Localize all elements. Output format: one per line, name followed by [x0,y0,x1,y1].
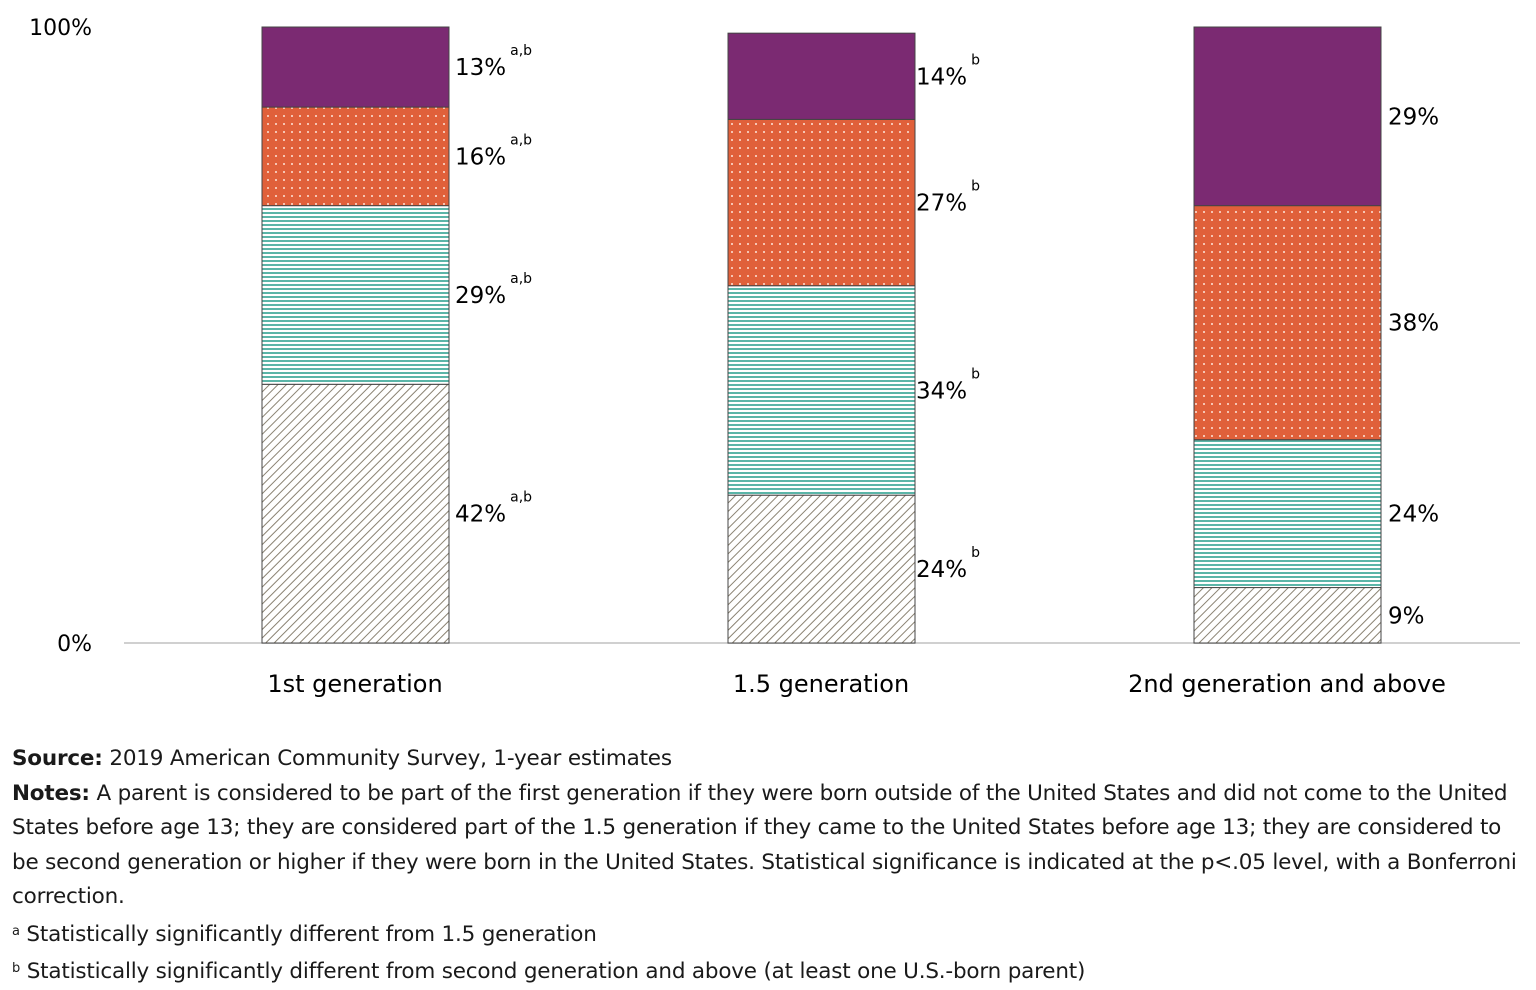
data-label: 38% [1388,311,1439,337]
bar-segment [261,205,450,385]
x-tick-label-2nd-generation: 2nd generation and above [1128,670,1446,698]
bar-segment [1193,587,1382,644]
data-label: 29% [1388,104,1439,130]
x-tick-label-1-5-generation: 1.5 generation [733,670,909,698]
bar-segment [261,106,450,207]
data-label: 24%b [916,545,980,583]
bar-segment [261,26,450,108]
footnote-b-text: Statistically significantly different fr… [20,959,1086,984]
significance-mark: b [971,179,980,195]
source-text: 2019 American Community Survey, 1-year e… [102,746,672,771]
significance-mark: a,b [510,43,532,59]
data-label: 27%b [916,179,980,217]
y-tick-label-100: 100% [29,16,92,41]
data-label: 24% [1388,502,1439,528]
data-label: 14%b [916,52,980,90]
footnote-a: a Statistically significantly different … [12,915,1527,953]
data-label: 34%b [916,366,980,404]
source-line: Source: 2019 American Community Survey, … [12,742,1527,777]
notes-paragraph: Notes: A parent is considered to be part… [12,777,1527,915]
footnote-a-mark: a [12,923,20,939]
bar-segment [1193,439,1382,589]
stacked-bar-chart: 100% 0% 42%a,b29%a,b16%a,b13%a,b24%b34%b… [29,16,1520,698]
y-tick-label-0: 0% [57,632,92,657]
significance-mark: a,b [510,271,532,287]
data-label: 29%a,b [455,271,532,309]
bar-segment [727,118,916,287]
footnote-b: b Statistically significantly different … [12,952,1527,990]
data-label: 42%a,b [455,490,532,528]
data-label: 16%a,b [455,132,532,170]
bar-segment [727,494,916,644]
bar-segment [261,383,450,644]
bar-segment [727,285,916,496]
bar-segment [1193,205,1382,441]
significance-mark: a,b [510,132,532,148]
x-tick-label-1st-generation: 1st generation [267,670,442,698]
significance-mark: b [971,545,980,561]
footnote-a-text: Statistically significantly different fr… [19,921,597,947]
data-label: 13%a,b [455,43,532,81]
notes-text: A parent is considered to be part of the… [12,780,1517,910]
significance-mark: b [971,52,980,68]
footnote-b-mark: b [12,961,21,976]
chart-notes: Source: 2019 American Community Survey, … [12,742,1527,990]
source-label: Source: [12,746,103,771]
significance-mark: b [971,366,980,382]
significance-mark: a,b [510,490,532,506]
data-label: 9% [1388,603,1425,629]
bar-segment [727,32,916,120]
bar-segment [1193,26,1382,207]
notes-label: Notes: [12,780,90,806]
